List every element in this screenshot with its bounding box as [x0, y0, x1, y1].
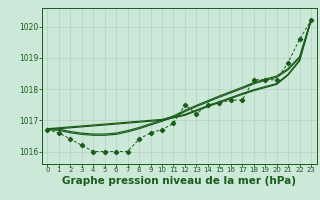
X-axis label: Graphe pression niveau de la mer (hPa): Graphe pression niveau de la mer (hPa)	[62, 176, 296, 186]
